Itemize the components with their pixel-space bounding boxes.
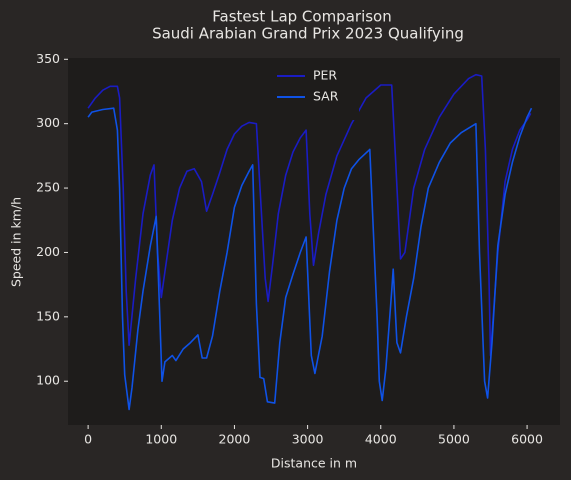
x-tick-label: 2000 xyxy=(219,432,251,447)
y-tick-label: 150 xyxy=(36,308,60,323)
chart-subtitle: Saudi Arabian Grand Prix 2023 Qualifying xyxy=(152,25,464,43)
x-tick-label: 3000 xyxy=(292,432,324,447)
y-axis-label: Speed in km/h xyxy=(9,197,24,287)
x-tick-label: 4000 xyxy=(365,432,397,447)
y-tick-label: 350 xyxy=(36,51,60,66)
x-tick-label: 6000 xyxy=(511,432,543,447)
chart-title: Fastest Lap Comparison xyxy=(212,8,391,26)
x-tick-label: 5000 xyxy=(438,432,470,447)
y-tick-label: 300 xyxy=(36,115,60,130)
x-tick-label: 1000 xyxy=(145,432,177,447)
legend-label: PER xyxy=(313,68,337,83)
y-tick-label: 200 xyxy=(36,244,60,259)
x-axis-label: Distance in m xyxy=(271,456,357,471)
y-tick-label: 100 xyxy=(36,373,60,388)
line-series xyxy=(87,73,532,357)
line-series xyxy=(87,107,533,411)
legend: PER SAR xyxy=(269,64,359,120)
y-tick-label: 250 xyxy=(36,180,60,195)
x-tick-label: 0 xyxy=(84,432,92,447)
legend-box xyxy=(269,64,359,120)
legend-label: SAR xyxy=(313,89,339,104)
